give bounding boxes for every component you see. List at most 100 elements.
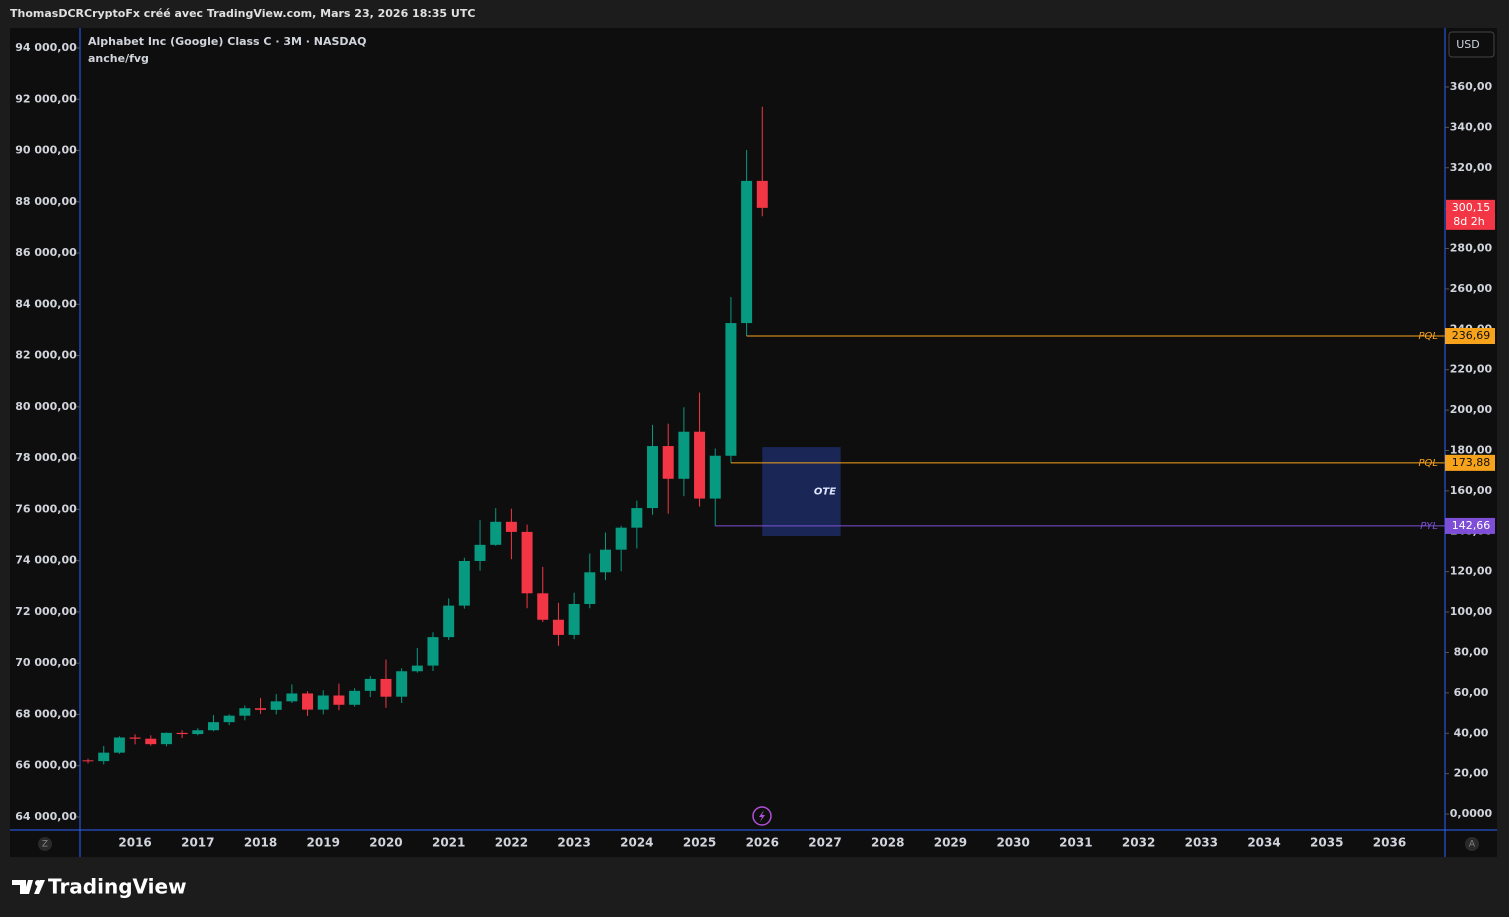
y2-tick-label: 88 000,00 — [15, 195, 77, 208]
last-price-tag — [1446, 199, 1495, 230]
y2-tick-label: 76 000,00 — [15, 502, 77, 515]
y-tick-label: 360,00 — [1450, 80, 1493, 93]
auto-label: A — [1469, 840, 1476, 850]
y-tick-label: 340,00 — [1450, 120, 1493, 133]
y-tick-label: 0,0000 — [1450, 807, 1493, 820]
x-tick-label: 2033 — [1185, 836, 1218, 850]
candle-body — [615, 527, 627, 550]
y2-tick-label: 86 000,00 — [15, 246, 77, 259]
candle-body — [317, 695, 329, 710]
candle-body — [709, 455, 721, 499]
y-tick-label: 120,00 — [1450, 565, 1493, 578]
candle-body — [756, 180, 768, 208]
y2-tick-label: 72 000,00 — [15, 605, 77, 618]
candle-body — [82, 760, 94, 762]
candle-body — [396, 671, 408, 697]
y-tick-label: 260,00 — [1450, 282, 1493, 295]
candle-body — [145, 738, 157, 745]
x-tick-label: 2025 — [683, 836, 716, 850]
candle-body — [333, 695, 345, 705]
candle-body — [286, 693, 298, 702]
candle-body — [443, 605, 455, 638]
x-tick-label: 2024 — [620, 836, 653, 850]
candle-body — [302, 693, 314, 710]
candle-body — [521, 531, 533, 594]
candle-body — [599, 549, 611, 573]
ote-zone — [762, 447, 841, 536]
event-bolt — [759, 810, 765, 822]
level-tag — [1445, 328, 1495, 345]
candle-body — [364, 678, 376, 691]
x-tick-label: 2036 — [1373, 836, 1406, 850]
currency-box[interactable] — [1448, 31, 1495, 58]
auto-button[interactable] — [1465, 837, 1479, 851]
level-name: PQL — [1419, 331, 1438, 342]
brand: TradingView — [48, 875, 187, 899]
y-tick-label: 160,00 — [1450, 484, 1493, 497]
candle-body — [631, 508, 643, 528]
x-tick-label: 2023 — [557, 836, 590, 850]
author-line: ThomasDCRCryptoFx créé avec TradingView.… — [10, 7, 475, 20]
candle-body — [474, 544, 486, 561]
candle-body — [160, 732, 172, 745]
candle-body — [427, 637, 439, 666]
candle-body — [223, 715, 235, 723]
level-name: PQL — [1419, 458, 1438, 469]
countdown-label: 8d 2h — [1453, 215, 1484, 228]
level-tag — [1445, 454, 1495, 471]
candle-body — [411, 665, 423, 672]
candle-body — [129, 737, 141, 739]
chart-subtitle: anche/fvg — [88, 52, 149, 65]
candle-body — [662, 446, 674, 479]
y2-tick-label: 68 000,00 — [15, 707, 77, 720]
x-tick-label: 2016 — [118, 836, 151, 850]
candle-body — [568, 604, 580, 635]
y-tick-label: 20,00 — [1454, 767, 1489, 780]
x-tick-label: 2034 — [1247, 836, 1280, 850]
y-tick-label: 60,00 — [1454, 686, 1489, 699]
x-tick-label: 2032 — [1122, 836, 1155, 850]
event-icon[interactable] — [752, 806, 772, 826]
x-tick-label: 2035 — [1310, 836, 1343, 850]
y-tick-label: 280,00 — [1450, 242, 1493, 255]
candle-body — [239, 708, 251, 716]
level-tag — [1445, 517, 1495, 534]
plot: OTE — [82, 106, 1445, 765]
candle-body — [694, 431, 706, 499]
zoom-button[interactable] — [38, 837, 52, 851]
y-tick-label: 100,00 — [1450, 605, 1493, 618]
x-tick-label: 2029 — [934, 836, 967, 850]
y2-tick-label: 78 000,00 — [15, 451, 77, 464]
candle-body — [270, 701, 282, 710]
y-tick-label: 80,00 — [1454, 645, 1489, 658]
x-tick-label: 2031 — [1059, 836, 1092, 850]
y2-tick-label: 92 000,00 — [15, 92, 77, 105]
y-tick-label: 220,00 — [1450, 363, 1493, 376]
ote-label: OTE — [814, 487, 836, 498]
x-tick-label: 2018 — [244, 836, 277, 850]
y-tick-label: 320,00 — [1450, 161, 1493, 174]
level-tag-label: 142,66 — [1452, 519, 1491, 532]
candle-body — [490, 521, 502, 545]
candle-body — [537, 593, 549, 620]
level-tag-label: 173,88 — [1452, 456, 1491, 469]
level-tag-label: 236,69 — [1452, 329, 1491, 342]
candle-body — [584, 572, 596, 605]
candle-body — [741, 180, 753, 324]
y2-tick-label: 80 000,00 — [15, 400, 77, 413]
chart-title: Alphabet Inc (Google) Class C · 3M · NAS… — [88, 35, 366, 48]
x-tick-label: 2026 — [746, 836, 779, 850]
brand-logo-slash — [34, 880, 45, 894]
candle-body — [255, 708, 267, 710]
y-tick-label: 40,00 — [1454, 726, 1489, 739]
candle-body — [207, 722, 219, 731]
x-tick-label: 2021 — [432, 836, 465, 850]
candle-body — [113, 737, 125, 753]
last-price-label: 300,15 — [1452, 201, 1491, 214]
x-tick-label: 2030 — [996, 836, 1029, 850]
y2-tick-label: 82 000,00 — [15, 349, 77, 362]
x-tick-label: 2020 — [369, 836, 402, 850]
y2-tick-label: 84 000,00 — [15, 297, 77, 310]
